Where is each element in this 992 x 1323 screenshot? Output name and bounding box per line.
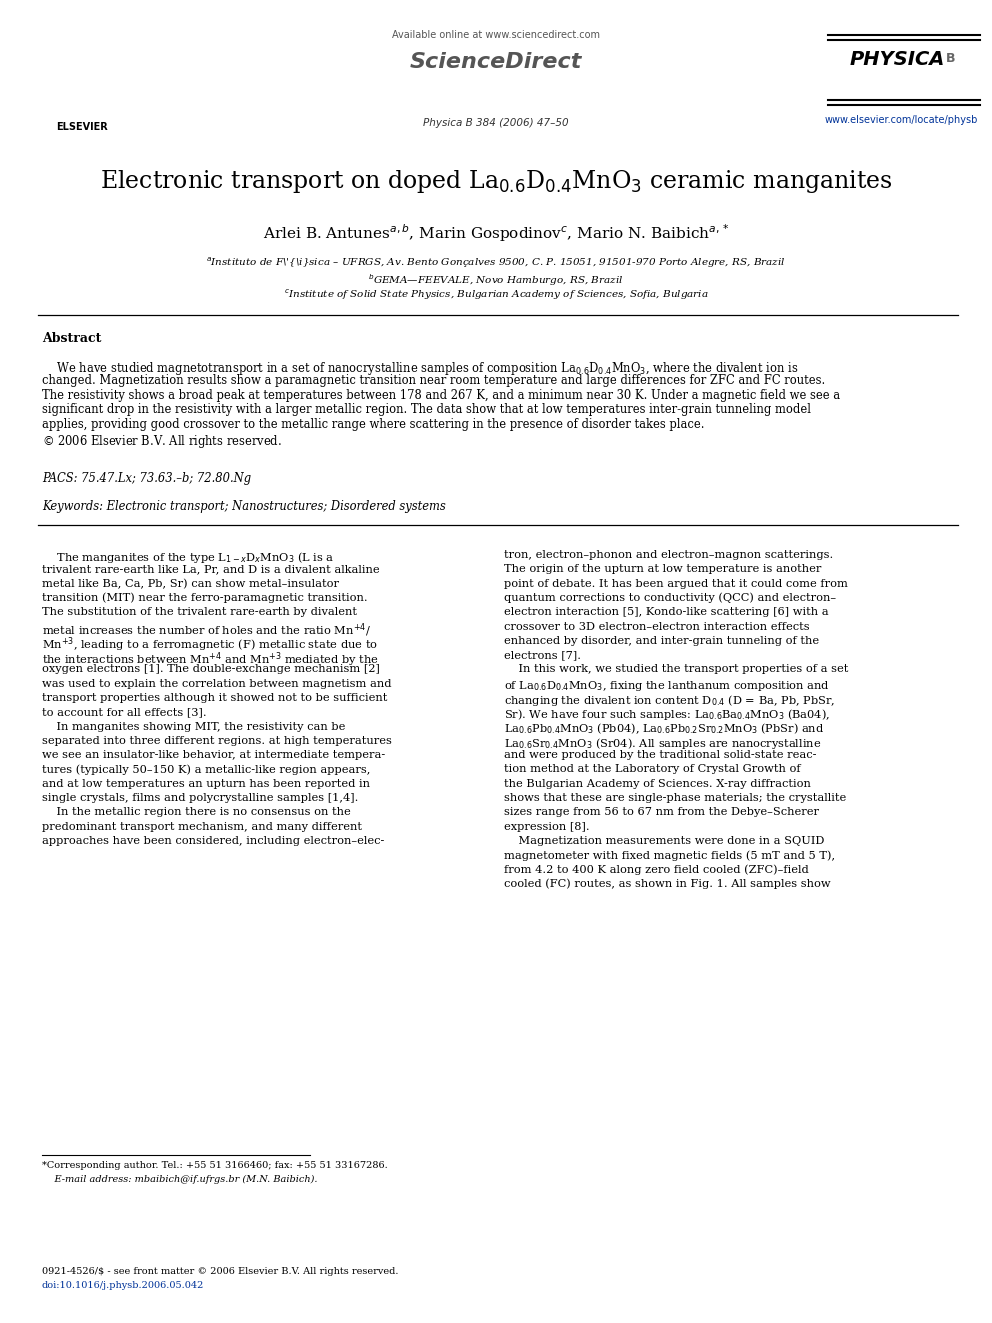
Text: ScienceDirect: ScienceDirect <box>410 52 582 71</box>
Text: PACS: 75.47.Lx; 73.63.–b; 72.80.Ng: PACS: 75.47.Lx; 73.63.–b; 72.80.Ng <box>42 472 251 486</box>
Text: Arlei B. Antunes$^{a,b}$, Marin Gospodinov$^c$, Mario N. Baibich$^{a,*}$: Arlei B. Antunes$^{a,b}$, Marin Gospodin… <box>263 222 729 243</box>
Text: The origin of the upturn at low temperature is another: The origin of the upturn at low temperat… <box>504 565 821 574</box>
Text: Abstract: Abstract <box>42 332 101 345</box>
Text: Electronic transport on doped La$_{0.6}$D$_{0.4}$MnO$_3$ ceramic manganites: Electronic transport on doped La$_{0.6}$… <box>99 168 893 194</box>
Text: we see an insulator-like behavior, at intermediate tempera-: we see an insulator-like behavior, at in… <box>42 750 385 761</box>
Text: Sr). We have four such samples: La$_{0.6}$Ba$_{0.4}$MnO$_3$ (Ba04),: Sr). We have four such samples: La$_{0.6… <box>504 708 830 722</box>
Text: shows that these are single-phase materials; the crystallite: shows that these are single-phase materi… <box>504 792 846 803</box>
Text: enhanced by disorder, and inter-grain tunneling of the: enhanced by disorder, and inter-grain tu… <box>504 636 819 646</box>
Text: transition (MIT) near the ferro-paramagnetic transition.: transition (MIT) near the ferro-paramagn… <box>42 593 368 603</box>
Text: Mn$^{+3}$, leading to a ferromagnetic (F) metallic state due to: Mn$^{+3}$, leading to a ferromagnetic (F… <box>42 636 378 655</box>
Text: PHYSICA: PHYSICA <box>850 50 945 69</box>
Text: tion method at the Laboratory of Crystal Growth of: tion method at the Laboratory of Crystal… <box>504 765 801 774</box>
Text: point of debate. It has been argued that it could come from: point of debate. It has been argued that… <box>504 578 848 589</box>
Text: tron, electron–phonon and electron–magnon scatterings.: tron, electron–phonon and electron–magno… <box>504 550 833 560</box>
Text: the Bulgarian Academy of Sciences. X-ray diffraction: the Bulgarian Academy of Sciences. X-ray… <box>504 779 810 789</box>
Text: 0921-4526/$ - see front matter © 2006 Elsevier B.V. All rights reserved.: 0921-4526/$ - see front matter © 2006 El… <box>42 1267 399 1275</box>
Text: electrons [7].: electrons [7]. <box>504 650 581 660</box>
Text: $^b$GEMA—FEEVALE, Novo Hamburgo, RS, Brazil: $^b$GEMA—FEEVALE, Novo Hamburgo, RS, Bra… <box>368 273 624 288</box>
Text: approaches have been considered, including electron–elec-: approaches have been considered, includi… <box>42 836 384 845</box>
Text: In this work, we studied the transport properties of a set: In this work, we studied the transport p… <box>504 664 848 675</box>
Text: expression [8].: expression [8]. <box>504 822 589 832</box>
Text: ELSEVIER: ELSEVIER <box>57 122 108 132</box>
Text: La$_{0.6}$Pb$_{0.4}$MnO$_3$ (Pb04), La$_{0.6}$Pb$_{0.2}$Sr$_{0.2}$MnO$_3$ (PbSr): La$_{0.6}$Pb$_{0.4}$MnO$_3$ (Pb04), La$_… <box>504 721 824 736</box>
Text: $\copyright$ 2006 Elsevier B.V. All rights reserved.: $\copyright$ 2006 Elsevier B.V. All righ… <box>42 433 282 450</box>
Text: and at low temperatures an upturn has been reported in: and at low temperatures an upturn has be… <box>42 779 370 789</box>
Text: crossover to 3D electron–electron interaction effects: crossover to 3D electron–electron intera… <box>504 622 809 631</box>
Text: to account for all effects [3].: to account for all effects [3]. <box>42 708 206 717</box>
Text: Keywords: Electronic transport; Nanostructures; Disordered systems: Keywords: Electronic transport; Nanostru… <box>42 500 445 513</box>
Text: the interactions between Mn$^{+4}$ and Mn$^{+3}$ mediated by the: the interactions between Mn$^{+4}$ and M… <box>42 650 379 668</box>
Text: single crystals, films and polycrystalline samples [1,4].: single crystals, films and polycrystalli… <box>42 792 358 803</box>
Text: $^a$Instituto de F\'{\i}sica – UFRGS, Av. Bento Gonçalves 9500, C. P. 15051, 915: $^a$Instituto de F\'{\i}sica – UFRGS, Av… <box>206 255 786 270</box>
Text: predominant transport mechanism, and many different: predominant transport mechanism, and man… <box>42 822 362 832</box>
Text: We have studied magnetotransport in a set of nanocrystalline samples of composit: We have studied magnetotransport in a se… <box>42 360 799 377</box>
Text: Magnetization measurements were done in a SQUID: Magnetization measurements were done in … <box>504 836 824 845</box>
Text: metal like Ba, Ca, Pb, Sr) can show metal–insulator: metal like Ba, Ca, Pb, Sr) can show meta… <box>42 578 339 589</box>
Text: was used to explain the correlation between magnetism and: was used to explain the correlation betw… <box>42 679 392 689</box>
Text: tures (typically 50–150 K) a metallic-like region appears,: tures (typically 50–150 K) a metallic-li… <box>42 765 370 775</box>
Text: cooled (FC) routes, as shown in Fig. 1. All samples show: cooled (FC) routes, as shown in Fig. 1. … <box>504 878 830 889</box>
Text: from 4.2 to 400 K along zero field cooled (ZFC)–field: from 4.2 to 400 K along zero field coole… <box>504 865 808 875</box>
Text: In manganites showing MIT, the resistivity can be: In manganites showing MIT, the resistivi… <box>42 721 345 732</box>
Text: In the metallic region there is no consensus on the: In the metallic region there is no conse… <box>42 807 351 818</box>
Text: The manganites of the type L$_{1-x}$D$_x$MnO$_3$ (L is a: The manganites of the type L$_{1-x}$D$_x… <box>42 550 334 565</box>
Text: trivalent rare-earth like La, Pr, and D is a divalent alkaline: trivalent rare-earth like La, Pr, and D … <box>42 565 380 574</box>
Text: separated into three different regions. at high temperatures: separated into three different regions. … <box>42 736 392 746</box>
Text: www.elsevier.com/locate/physb: www.elsevier.com/locate/physb <box>824 115 978 124</box>
Text: Physica B 384 (2006) 47–50: Physica B 384 (2006) 47–50 <box>424 118 568 128</box>
Text: transport properties although it showed not to be sufficient: transport properties although it showed … <box>42 693 387 703</box>
Text: metal increases the number of holes and the ratio Mn$^{+4}$/: metal increases the number of holes and … <box>42 622 371 639</box>
Text: La$_{0.6}$Sr$_{0.4}$MnO$_3$ (Sr04). All samples are nanocrystalline: La$_{0.6}$Sr$_{0.4}$MnO$_3$ (Sr04). All … <box>504 736 821 751</box>
Text: oxygen electrons [1]. The double-exchange mechanism [2]: oxygen electrons [1]. The double-exchang… <box>42 664 380 675</box>
Text: applies, providing good crossover to the metallic range where scattering in the : applies, providing good crossover to the… <box>42 418 704 431</box>
Text: The resistivity shows a broad peak at temperatures between 178 and 267 K, and a : The resistivity shows a broad peak at te… <box>42 389 840 402</box>
Text: $^c$Institute of Solid State Physics, Bulgarian Academy of Sciences, Sofia, Bulg: $^c$Institute of Solid State Physics, Bu… <box>284 288 708 303</box>
Text: quantum corrections to conductivity (QCC) and electron–: quantum corrections to conductivity (QCC… <box>504 593 836 603</box>
Text: significant drop in the resistivity with a larger metallic region. The data show: significant drop in the resistivity with… <box>42 404 811 417</box>
Text: sizes range from 56 to 67 nm from the Debye–Scherer: sizes range from 56 to 67 nm from the De… <box>504 807 819 818</box>
Text: changing the divalent ion content D$_{0.4}$ (D = Ba, Pb, PbSr,: changing the divalent ion content D$_{0.… <box>504 693 835 708</box>
Text: electron interaction [5], Kondo-like scattering [6] with a: electron interaction [5], Kondo-like sca… <box>504 607 828 618</box>
Text: E-mail address: mbaibich@if.ufrgs.br (M.N. Baibich).: E-mail address: mbaibich@if.ufrgs.br (M.… <box>42 1175 317 1184</box>
Text: of La$_{0.6}$D$_{0.4}$MnO$_3$, fixing the lanthanum composition and: of La$_{0.6}$D$_{0.4}$MnO$_3$, fixing th… <box>504 679 830 693</box>
Text: changed. Magnetization results show a paramagnetic transition near room temperat: changed. Magnetization results show a pa… <box>42 374 825 388</box>
Text: *Corresponding author. Tel.: +55 51 3166460; fax: +55 51 33167286.: *Corresponding author. Tel.: +55 51 3166… <box>42 1162 388 1170</box>
Text: The substitution of the trivalent rare-earth by divalent: The substitution of the trivalent rare-e… <box>42 607 357 618</box>
Text: and were produced by the traditional solid-state reac-: and were produced by the traditional sol… <box>504 750 816 761</box>
Text: magnetometer with fixed magnetic fields (5 mT and 5 T),: magnetometer with fixed magnetic fields … <box>504 851 835 861</box>
Text: B: B <box>946 52 955 65</box>
Text: Available online at www.sciencedirect.com: Available online at www.sciencedirect.co… <box>392 30 600 40</box>
Text: doi:10.1016/j.physb.2006.05.042: doi:10.1016/j.physb.2006.05.042 <box>42 1281 204 1290</box>
